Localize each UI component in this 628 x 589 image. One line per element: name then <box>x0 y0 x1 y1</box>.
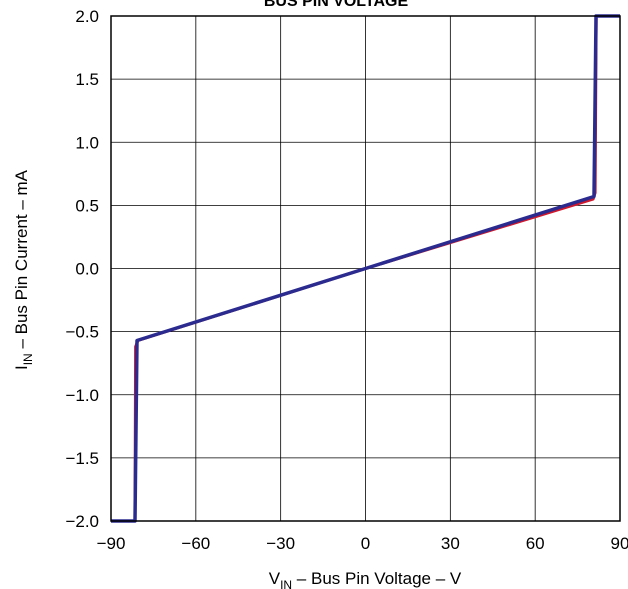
y-tick-label: 2.0 <box>75 7 99 26</box>
x-tick-labels: −90 −60 −30 0 30 60 90 <box>97 534 628 553</box>
x-tick-label: −60 <box>181 534 210 553</box>
y-tick-label: 0.0 <box>75 260 99 279</box>
y-tick-label: −1.5 <box>65 449 99 468</box>
y-axis-label-sub: IN <box>21 353 35 365</box>
x-axis-label: VIN – Bus Pin Voltage – V <box>269 569 462 589</box>
x-axis-label-sub: IN <box>280 578 292 589</box>
x-axis-label-main: V <box>269 569 281 588</box>
y-tick-label: 1.5 <box>75 70 99 89</box>
x-tick-label: 60 <box>526 534 545 553</box>
x-tick-label: 0 <box>361 534 370 553</box>
chart-title: BUS PIN VOLTAGE <box>264 0 409 10</box>
x-tick-label: −30 <box>266 534 295 553</box>
x-tick-label: 30 <box>441 534 460 553</box>
grid-lines <box>110 15 621 522</box>
x-tick-label: −90 <box>97 534 126 553</box>
y-tick-labels: 2.0 1.5 1.0 0.5 0.0 −0.5 −1.0 −1.5 −2.0 <box>65 7 99 531</box>
y-axis-label: IIN – Bus Pin Current – mA <box>12 169 35 370</box>
y-tick-label: 1.0 <box>75 133 99 152</box>
y-axis-label-main: I <box>12 365 31 370</box>
y-tick-label: 0.5 <box>75 196 99 215</box>
y-axis-label-rest: – Bus Pin Current – mA <box>12 169 31 353</box>
x-axis-label-rest: – Bus Pin Voltage – V <box>292 569 462 588</box>
plot-frame <box>110 15 621 522</box>
y-tick-label: −0.5 <box>65 323 99 342</box>
x-tick-label: 90 <box>611 534 628 553</box>
y-tick-label: −1.0 <box>65 386 99 405</box>
y-tick-label: −2.0 <box>65 512 99 531</box>
